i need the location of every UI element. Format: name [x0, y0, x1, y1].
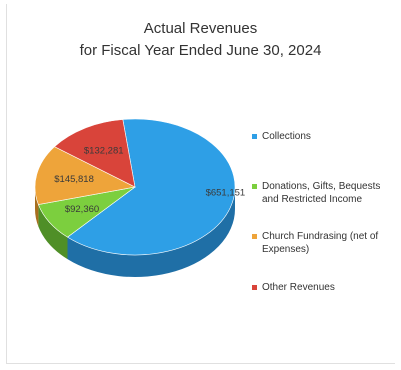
pie-slice-3: [53, 119, 136, 188]
legend-label-2: Church Fundrasing (net of Expenses): [262, 231, 379, 255]
chart-title-line2: for Fiscal Year Ended June 30, 2024: [79, 42, 322, 59]
pie-data-label-1: $92,360: [65, 204, 99, 215]
chart-frame: [6, 4, 395, 364]
legend-item-0: Collections: [252, 130, 397, 143]
pie-data-label-2: $145,818: [54, 174, 94, 185]
legend-item-3: Other Revenues: [252, 281, 397, 294]
legend-label-3: Other Revenues: [262, 282, 335, 293]
pie-data-label-3: $132,281: [84, 146, 124, 157]
pie-data-label-0: $651,151: [206, 187, 246, 198]
legend-label-1: Donations, Gifts, Bequests and Restricte…: [262, 181, 381, 205]
legend-swatch-0: [252, 134, 257, 139]
pie-slice-side-1: [38, 204, 68, 260]
legend-item-2: Church Fundrasing (net of Expenses): [252, 230, 397, 256]
chart-title: Actual Revenues for Fiscal Year Ended Ju…: [0, 18, 401, 62]
legend-swatch-3: [252, 285, 257, 290]
legend-item-1: Donations, Gifts, Bequests and Restricte…: [252, 180, 397, 206]
chart-title-line1: Actual Revenues: [143, 20, 258, 37]
pie-slice-2: [34, 146, 136, 205]
pie-slice-side-0: [67, 187, 235, 277]
legend-swatch-1: [252, 184, 257, 189]
legend-swatch-2: [252, 234, 257, 239]
legend-label-0: Collections: [262, 131, 311, 142]
pie-slice-0: [66, 118, 236, 256]
